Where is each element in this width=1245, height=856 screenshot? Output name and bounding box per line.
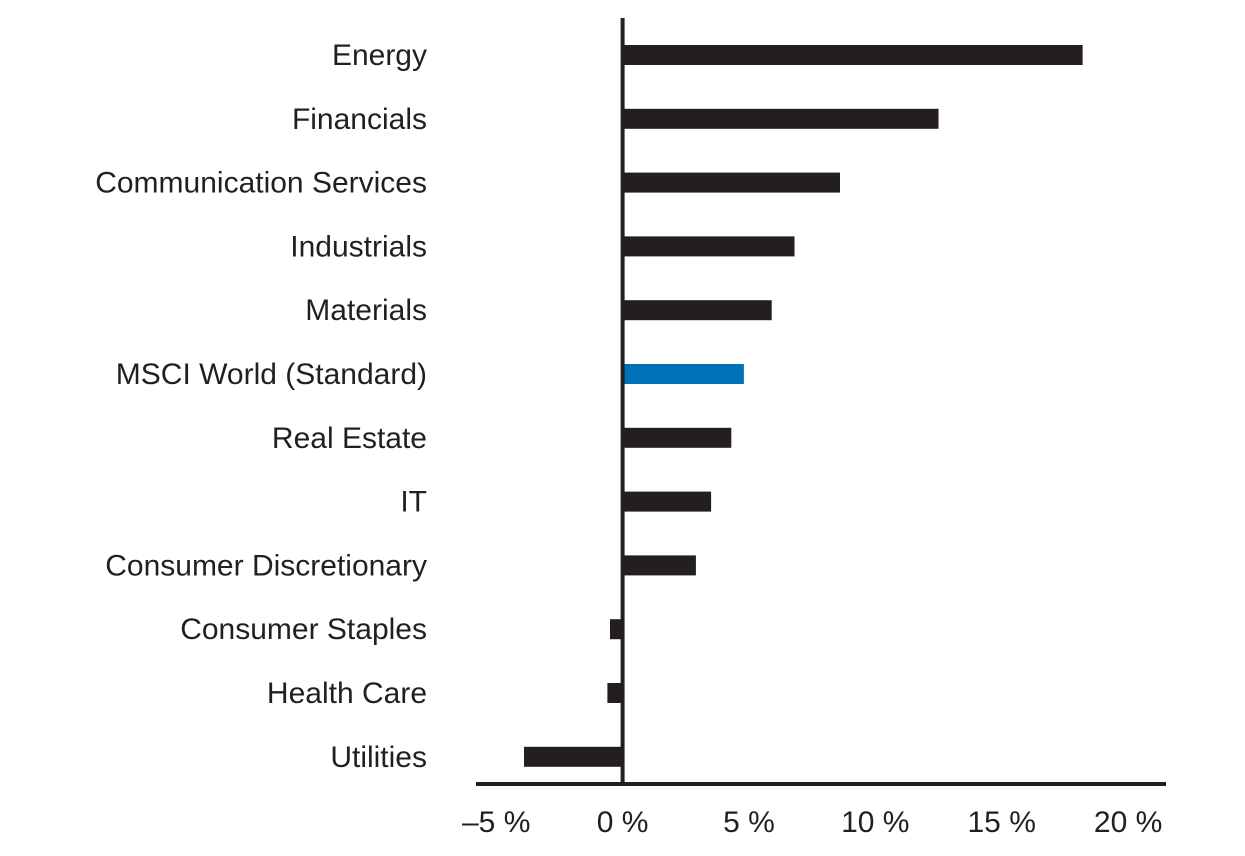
- category-label: Materials: [305, 294, 427, 327]
- category-label: MSCI World (Standard): [116, 358, 427, 391]
- bars-group: [524, 45, 1083, 767]
- category-label: IT: [400, 486, 427, 519]
- category-label: Energy: [332, 39, 427, 72]
- category-label: Financials: [292, 103, 427, 136]
- category-label: Health Care: [267, 677, 427, 710]
- x-tick-label: 10 %: [841, 806, 909, 839]
- category-label: Consumer Discretionary: [105, 549, 427, 582]
- bar-industrials: [622, 236, 795, 257]
- x-tick-label: 0 %: [597, 806, 649, 839]
- bar-consumer-staples: [610, 619, 623, 640]
- x-tick-label: –5 %: [462, 806, 530, 839]
- category-label: Consumer Staples: [180, 613, 427, 646]
- category-label: Industrials: [290, 230, 427, 263]
- category-label: Utilities: [330, 741, 427, 774]
- bar-health-care: [607, 683, 623, 703]
- category-label: Real Estate: [272, 422, 427, 455]
- bar-communication-services: [622, 172, 840, 193]
- bar-consumer-discretionary: [622, 555, 696, 576]
- bar-real-estate: [622, 427, 732, 448]
- bar-it: [622, 491, 712, 512]
- bar-msci-world-standard: [622, 364, 744, 384]
- category-labels-group: Energy Financials Communication Services In…: [95, 39, 427, 774]
- x-tick-label: 20 %: [1094, 806, 1162, 839]
- bar-financials: [622, 108, 939, 129]
- bar-materials: [622, 300, 772, 321]
- category-label: Communication Services: [95, 167, 427, 200]
- x-tick-label: 5 %: [723, 806, 775, 839]
- x-tick-labels-group: –5 % 0 % 5 % 10 % 15 % 20 %: [462, 806, 1162, 839]
- bar-utilities: [524, 746, 623, 767]
- bar-energy: [622, 45, 1083, 65]
- x-tick-label: 15 %: [968, 806, 1036, 839]
